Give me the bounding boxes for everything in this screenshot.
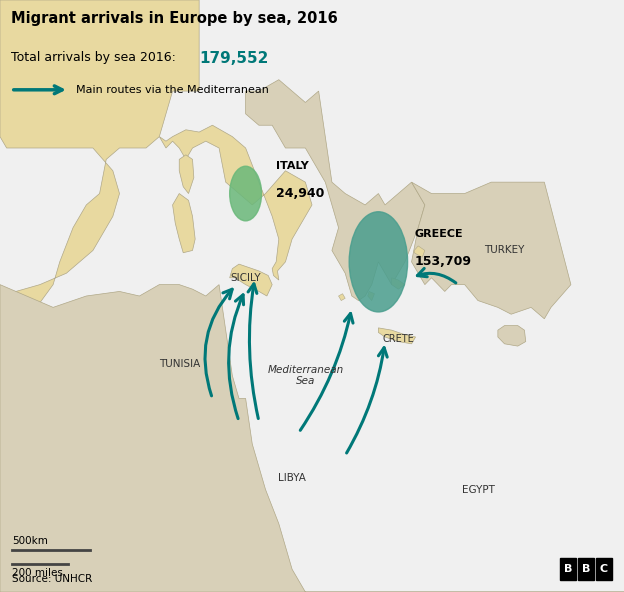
Text: TUNISIA: TUNISIA bbox=[158, 359, 200, 369]
Circle shape bbox=[230, 166, 261, 221]
Text: B: B bbox=[564, 564, 572, 574]
FancyBboxPatch shape bbox=[596, 558, 612, 580]
Polygon shape bbox=[246, 80, 425, 301]
Text: Total arrivals by sea 2016:: Total arrivals by sea 2016: bbox=[11, 52, 180, 65]
Polygon shape bbox=[412, 182, 571, 318]
FancyBboxPatch shape bbox=[560, 558, 576, 580]
Text: 179,552: 179,552 bbox=[199, 52, 268, 66]
Text: SICILY: SICILY bbox=[230, 273, 261, 283]
Text: TURKEY: TURKEY bbox=[484, 246, 525, 256]
Polygon shape bbox=[368, 291, 374, 301]
Text: 500km: 500km bbox=[12, 536, 48, 546]
Text: Main routes via the Mediterranean: Main routes via the Mediterranean bbox=[76, 85, 269, 95]
Text: Mediterranean
Sea: Mediterranean Sea bbox=[267, 365, 343, 387]
Text: GREECE: GREECE bbox=[414, 229, 463, 239]
FancyArrowPatch shape bbox=[228, 295, 243, 419]
Text: Migrant arrivals in Europe by sea, 2016: Migrant arrivals in Europe by sea, 2016 bbox=[11, 11, 338, 26]
FancyArrowPatch shape bbox=[205, 289, 232, 396]
FancyArrowPatch shape bbox=[346, 348, 388, 453]
Polygon shape bbox=[339, 294, 345, 301]
Polygon shape bbox=[173, 194, 195, 253]
Text: Source: UNHCR: Source: UNHCR bbox=[12, 574, 92, 584]
Polygon shape bbox=[378, 328, 416, 344]
FancyArrowPatch shape bbox=[248, 284, 258, 419]
Polygon shape bbox=[0, 0, 199, 318]
FancyArrowPatch shape bbox=[417, 268, 456, 283]
Text: ITALY: ITALY bbox=[276, 161, 309, 170]
Polygon shape bbox=[498, 326, 526, 346]
Text: C: C bbox=[600, 564, 608, 574]
Text: EGYPT: EGYPT bbox=[462, 484, 494, 494]
Text: 24,940: 24,940 bbox=[276, 186, 324, 200]
Text: 200 miles: 200 miles bbox=[12, 568, 63, 578]
Circle shape bbox=[349, 212, 407, 312]
Text: LIBYA: LIBYA bbox=[278, 473, 306, 483]
Polygon shape bbox=[159, 126, 312, 280]
Text: B: B bbox=[582, 564, 590, 574]
Polygon shape bbox=[392, 278, 405, 289]
Polygon shape bbox=[0, 285, 624, 592]
FancyArrowPatch shape bbox=[300, 313, 353, 430]
Polygon shape bbox=[179, 155, 194, 194]
Polygon shape bbox=[414, 246, 425, 258]
Polygon shape bbox=[230, 264, 272, 296]
Text: CRETE: CRETE bbox=[383, 334, 414, 345]
Text: 153,709: 153,709 bbox=[414, 255, 471, 268]
FancyBboxPatch shape bbox=[578, 558, 594, 580]
